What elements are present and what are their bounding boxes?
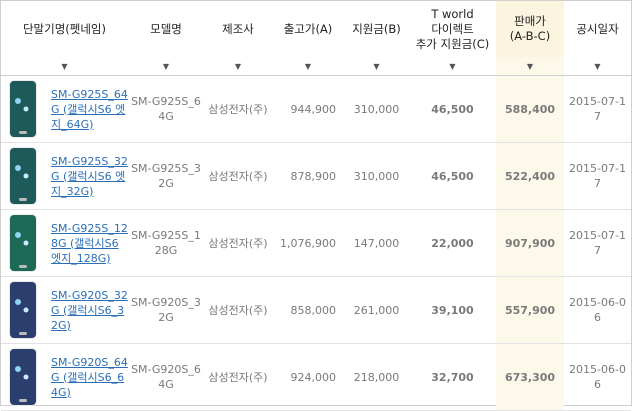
model-cell: SM-G920S_64G (128, 343, 204, 411)
extra-support-cell: 39,100 (409, 276, 496, 344)
filter-dropdown-icon[interactable]: ▼ (564, 57, 631, 76)
extra-support-cell: 22,000 (409, 209, 496, 277)
filter-dropdown-icon[interactable]: ▼ (344, 57, 409, 76)
filter-dropdown-icon[interactable]: ▼ (496, 57, 564, 76)
support-cell: 310,000 (344, 75, 409, 143)
phone-thumbnail-icon[interactable] (5, 347, 41, 407)
phone-thumbnail-icon[interactable] (5, 79, 41, 139)
sale-price-cell: 907,900 (496, 209, 564, 277)
maker-cell: 삼성전자(주) (204, 276, 272, 344)
header-extra-line1: T world (431, 6, 474, 21)
sale-price-cell: 588,400 (496, 75, 564, 143)
maker-cell: 삼성전자(주) (204, 209, 272, 277)
filter-dropdown-icon[interactable]: ▼ (204, 57, 272, 76)
header-sale-price[interactable]: 판매가 (A-B-C) (496, 1, 564, 57)
date-cell: 2015-07-17 (564, 209, 631, 277)
table-row: SM-G920S_32G (갤럭시S6_32G) SM-G920S_32G 삼성전자… (1, 276, 631, 344)
header-support[interactable]: 지원금(B) (352, 21, 401, 36)
date-cell: 2015-06-06 (564, 276, 631, 344)
model-cell: SM-G925S_32G (128, 142, 204, 210)
price-cell: 1,076,900 (272, 209, 344, 277)
price-cell: 924,000 (272, 343, 344, 411)
maker-cell: 삼성전자(주) (204, 343, 272, 411)
model-cell: SM-G920S_32G (128, 276, 204, 344)
sale-price-cell: 557,900 (496, 276, 564, 344)
device-name-link[interactable]: SM-G925S_32G (갤럭시S6 엣지_32G) (51, 154, 128, 198)
extra-support-cell: 46,500 (409, 142, 496, 210)
device-cell: SM-G925S_128G (갤럭시S6엣지_128G) (1, 209, 128, 277)
header-row: 단말기명(펫네임) 모델명 제조사 출고가(A) 지원금(B) T world … (1, 1, 631, 57)
table-row: SM-G925S_128G (갤럭시S6엣지_128G) SM-G925S_128… (1, 209, 631, 277)
filter-row: ▼ ▼ ▼ ▼ ▼ ▼ ▼ ▼ (1, 57, 631, 76)
header-extra-line2: 다이렉트 (431, 21, 474, 36)
filter-dropdown-icon[interactable]: ▼ (272, 57, 344, 76)
phone-thumbnail-icon[interactable] (5, 213, 41, 273)
device-name-link[interactable]: SM-G920S_32G (갤럭시S6_32G) (51, 288, 128, 332)
sale-price-cell: 673,300 (496, 343, 564, 411)
table-row: SM-G920S_64G (갤럭시S6_64G) SM-G920S_64G 삼성전자… (1, 343, 631, 411)
header-extra-line3: 추가 지원금(C) (415, 36, 490, 51)
device-cell: SM-G925S_32G (갤럭시S6 엣지_32G) (1, 142, 128, 210)
extra-support-cell: 32,700 (409, 343, 496, 411)
table-body: SM-G925S_64G (갤럭시S6 엣지_64G) SM-G925S_64G 삼… (1, 75, 631, 411)
model-cell: SM-G925S_64G (128, 75, 204, 143)
price-cell: 944,900 (272, 75, 344, 143)
date-cell: 2015-06-06 (564, 343, 631, 411)
sale-price-cell: 522,400 (496, 142, 564, 210)
model-cell: SM-G925S_128G (128, 209, 204, 277)
header-model[interactable]: 모델명 (150, 21, 182, 36)
device-cell: SM-G920S_32G (갤럭시S6_32G) (1, 276, 128, 344)
device-cell: SM-G920S_64G (갤럭시S6_64G) (1, 343, 128, 411)
header-name[interactable]: 단말기명(펫네임) (22, 21, 107, 36)
header-price[interactable]: 출고가(A) (283, 21, 333, 36)
filter-dropdown-icon[interactable]: ▼ (1, 57, 128, 76)
header-date[interactable]: 공시일자 (576, 21, 619, 36)
device-name-link[interactable]: SM-G920S_64G (갤럭시S6_64G) (51, 355, 128, 399)
header-sale-line2: (A-B-C) (509, 29, 551, 43)
header-maker[interactable]: 제조사 (222, 21, 254, 36)
price-cell: 878,900 (272, 142, 344, 210)
header-sale-line1: 판매가 (514, 14, 546, 28)
support-cell: 147,000 (344, 209, 409, 277)
extra-support-cell: 46,500 (409, 75, 496, 143)
table-row: SM-G925S_32G (갤럭시S6 엣지_32G) SM-G925S_32G 삼… (1, 142, 631, 210)
device-cell: SM-G925S_64G (갤럭시S6 엣지_64G) (1, 75, 128, 143)
filter-dropdown-icon[interactable]: ▼ (128, 57, 204, 76)
maker-cell: 삼성전자(주) (204, 75, 272, 143)
date-cell: 2015-07-17 (564, 75, 631, 143)
support-cell: 218,000 (344, 343, 409, 411)
maker-cell: 삼성전자(주) (204, 142, 272, 210)
table-row: SM-G925S_64G (갤럭시S6 엣지_64G) SM-G925S_64G 삼… (1, 75, 631, 143)
phone-thumbnail-icon[interactable] (5, 146, 41, 206)
device-name-link[interactable]: SM-G925S_64G (갤럭시S6 엣지_64G) (51, 87, 128, 131)
filter-dropdown-icon[interactable]: ▼ (409, 57, 496, 76)
date-cell: 2015-07-17 (564, 142, 631, 210)
phone-thumbnail-icon[interactable] (5, 280, 41, 340)
device-name-link[interactable]: SM-G925S_128G (갤럭시S6엣지_128G) (51, 221, 128, 265)
support-cell: 310,000 (344, 142, 409, 210)
support-cell: 261,000 (344, 276, 409, 344)
header-extra-support[interactable]: T world 다이렉트 추가 지원금(C) (409, 1, 496, 57)
price-cell: 858,000 (272, 276, 344, 344)
